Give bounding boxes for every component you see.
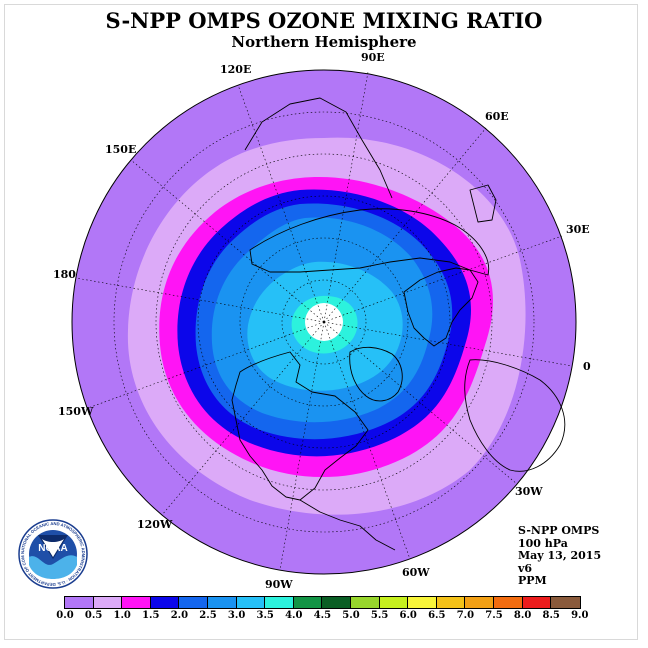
colorbar-tick-label: 9.0	[571, 610, 589, 621]
colorbar-tick-label: 1.0	[113, 610, 131, 621]
longitude-label-0: 0	[583, 360, 591, 373]
central-america-outline	[299, 499, 396, 551]
colorbar-tick-label: 7.0	[456, 610, 475, 621]
noaa-logo-text: NOAA	[38, 543, 67, 554]
coastlines	[231, 97, 566, 551]
colorbar-tick-label: 3.5	[256, 610, 274, 621]
africa-outline	[464, 359, 566, 472]
longitude-label-180: 180	[53, 268, 76, 281]
colorbar-swatch	[322, 597, 351, 608]
longitude-label-60w: 60W	[402, 566, 430, 579]
greenland-outline	[349, 346, 403, 402]
colorbar-swatch	[551, 597, 580, 608]
info-pressure-level: 100 hPa	[518, 536, 568, 550]
north-america-outline	[231, 351, 369, 501]
colorbar-swatch	[293, 597, 323, 608]
colorbar-tick-label: 1.5	[142, 610, 160, 621]
meridians	[75, 71, 573, 571]
longitude-label-120e: 120E	[220, 63, 252, 76]
asia-outline	[249, 208, 490, 276]
colorbar-swatch	[265, 597, 294, 608]
colorbar-tick-label: 2.5	[199, 610, 217, 621]
colorbar-tick-label: 5.0	[342, 610, 360, 621]
longitude-label-150e: 150E	[105, 143, 137, 156]
map-title: S-NPP OMPS OZONE MIXING RATIO	[105, 8, 543, 33]
colorbar-tick-label: 4.0	[285, 610, 303, 621]
colorbar-tick-label: 5.5	[370, 610, 389, 621]
longitude-label-120w: 120W	[137, 518, 173, 531]
colorbar-swatch	[408, 597, 437, 608]
noaa-logo: NOAA NATIONAL OCEANIC AND ATMOSPHERIC AD…	[18, 519, 88, 589]
info-units: PPM	[518, 574, 547, 587]
colorbar-swatch	[522, 597, 552, 608]
info-version: v6	[518, 561, 533, 575]
colorbar-tick-label: 2.0	[170, 610, 189, 621]
longitude-label-30w: 30W	[515, 485, 543, 498]
colorbar-swatch	[493, 597, 523, 608]
colorbar-tick-label: 6.0	[399, 610, 417, 621]
longitude-label-90e: 90E	[361, 51, 385, 64]
colorbar-swatch	[350, 597, 380, 608]
colorbar-tick-label: 6.5	[428, 610, 446, 621]
info-instrument: S-NPP OMPS	[518, 524, 600, 537]
colorbar-swatch	[436, 597, 466, 608]
colorbar-tick-label: 7.5	[485, 610, 503, 621]
data-info: S-NPP OMPS 100 hPa May 13, 2015 v6 PPM	[518, 524, 602, 588]
longitude-label-30e: 30E	[566, 223, 590, 236]
colorbar-tick-label: 0.5	[84, 610, 103, 621]
colorbar-swatch	[65, 597, 94, 608]
east-asia-outline	[244, 97, 393, 199]
arabia-outline	[469, 184, 497, 223]
colorbar-swatch	[179, 597, 208, 608]
europe-outline	[403, 267, 479, 347]
colorbar-swatch	[93, 597, 123, 608]
longitude-label-150w: 150W	[58, 405, 94, 418]
colorbar-tick-label: 3.0	[227, 610, 246, 621]
longitude-label-90w: 90W	[265, 578, 293, 591]
colorbar-swatch	[379, 597, 409, 608]
latitude-circles	[113, 111, 535, 533]
info-date: May 13, 2015	[518, 549, 602, 562]
colorbar-tick-label: 0.0	[56, 610, 74, 621]
longitude-label-60e: 60E	[485, 110, 509, 123]
colorbar-swatch	[465, 597, 494, 608]
colorbar-swatch	[207, 597, 237, 608]
colorbar	[64, 596, 581, 609]
colorbar-tick-label: 4.5	[313, 610, 332, 621]
map-subtitle: Northern Hemisphere	[231, 33, 417, 51]
colorbar-tick-label: 8.5	[542, 610, 560, 621]
colorbar-swatch	[236, 597, 266, 608]
colorbar-swatch	[150, 597, 180, 608]
colorbar-swatch	[122, 597, 151, 608]
colorbar-tick-label: 8.0	[513, 610, 532, 621]
